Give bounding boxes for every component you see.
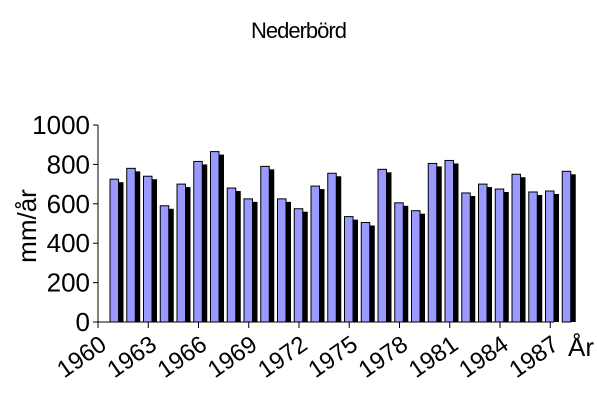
bar (176, 183, 186, 323)
bar-shadow (115, 182, 124, 322)
y-tick-label: 600 (47, 189, 90, 219)
bar-shadow (282, 201, 291, 322)
bar (310, 185, 320, 323)
x-tick-label: 1981 (404, 331, 463, 384)
bar (561, 170, 572, 323)
bar-shadow (416, 213, 425, 322)
x-axis-label: År (568, 332, 594, 362)
bar (109, 178, 119, 323)
bar-shadow (399, 205, 409, 322)
bar-shadow (349, 219, 358, 322)
bar-shadow (165, 208, 174, 322)
bar-shadow (182, 187, 191, 322)
x-tick-label: 1975 (303, 331, 362, 384)
bar-shadow (567, 174, 576, 322)
bar (494, 188, 505, 323)
bar (344, 216, 354, 323)
bar (444, 159, 454, 323)
bar (210, 151, 220, 323)
bar-shadow (265, 169, 275, 322)
bar-shadow (383, 172, 392, 322)
bar (260, 165, 270, 323)
bar-shadow (299, 211, 308, 322)
bar (411, 210, 421, 323)
bar (327, 172, 337, 323)
bar-shadow (198, 164, 208, 322)
chart-title: Nederbörd (251, 18, 347, 43)
bar-shadow (215, 154, 224, 322)
bar (461, 192, 471, 323)
bars-group (109, 151, 576, 323)
bar (528, 191, 538, 323)
bar (478, 183, 488, 323)
bar (143, 175, 153, 323)
x-tick-label: 1972 (253, 331, 312, 384)
bar-shadow (450, 163, 459, 322)
x-tick-label: 1960 (52, 331, 111, 384)
bar (159, 205, 170, 323)
y-tick-label: 400 (47, 228, 90, 258)
bar (226, 187, 237, 323)
bar-shadow (433, 166, 442, 322)
y-axis-ticks: 0 200 400 600 800 1000 (32, 110, 98, 337)
x-tick-label: 1978 (354, 331, 413, 384)
bar-shadow (148, 179, 157, 322)
y-tick-label: 1000 (32, 110, 90, 140)
bar-shadow (466, 195, 476, 322)
bar (126, 167, 136, 323)
bar (293, 208, 304, 323)
y-tick-label: 800 (47, 149, 90, 179)
bar-shadow (366, 225, 375, 322)
bar (377, 168, 387, 323)
bar-shadow (232, 191, 241, 322)
bar-shadow (316, 189, 325, 322)
bar-shadow (500, 192, 509, 322)
bar-shadow (483, 187, 492, 322)
y-tick-label: 0 (76, 307, 90, 337)
y-tick-label: 200 (47, 268, 90, 298)
bar (193, 160, 203, 323)
bar (360, 222, 371, 323)
bar-shadow (550, 193, 559, 322)
x-tick-label: 1966 (153, 331, 212, 384)
bar-shadow (249, 201, 258, 322)
x-tick-label: 1987 (504, 331, 563, 384)
bar (545, 190, 555, 323)
bar (427, 162, 438, 323)
bar (277, 198, 287, 323)
bar-shadow (517, 177, 526, 322)
y-axis-label: mm/år (12, 189, 42, 263)
x-tick-label: 1984 (454, 331, 513, 384)
bar (243, 198, 253, 323)
bar-shadow (533, 194, 543, 322)
bar-shadow (131, 171, 141, 322)
bar (511, 173, 521, 323)
x-tick-label: 1969 (203, 331, 262, 384)
x-tick-label: 1963 (102, 331, 161, 384)
bar (394, 202, 404, 323)
bar-shadow (332, 176, 342, 322)
